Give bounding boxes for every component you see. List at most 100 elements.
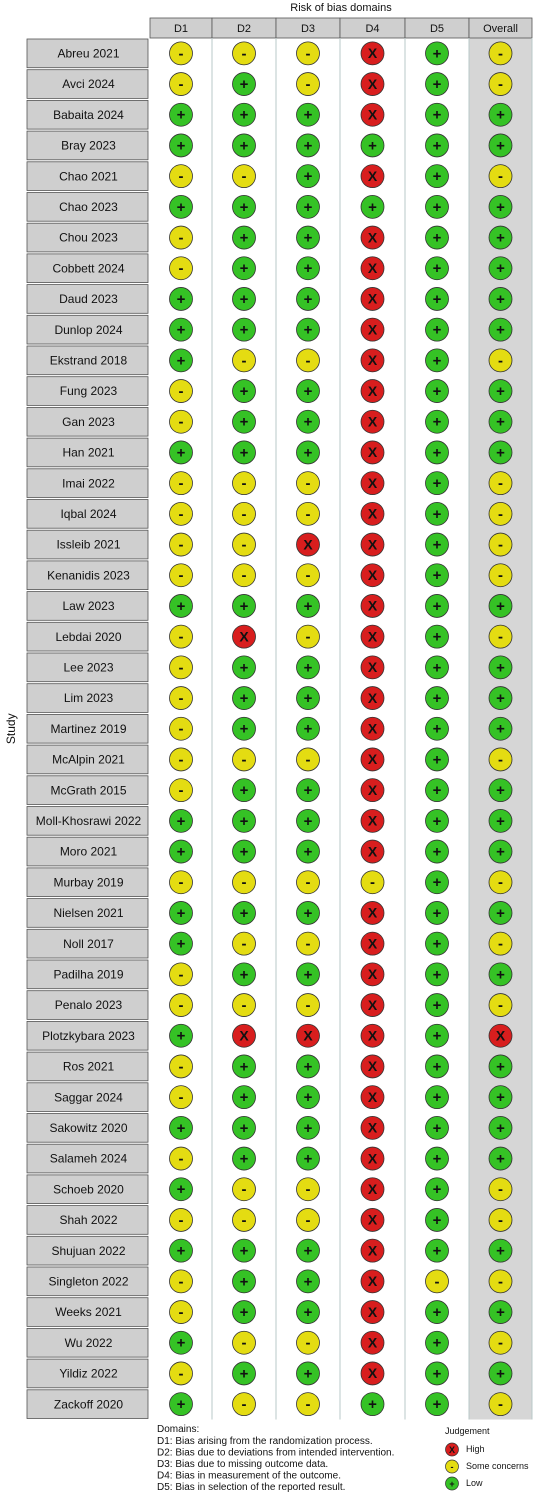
judgement-symbol: + — [177, 107, 186, 124]
judgement-symbol: - — [179, 475, 184, 492]
judgement-symbol: - — [242, 874, 247, 891]
judgement-symbol: - — [498, 874, 503, 891]
judgement-marker — [296, 1238, 320, 1263]
judgement-symbol: + — [496, 1089, 505, 1106]
judgement-marker — [296, 409, 320, 434]
judgement-marker — [296, 716, 320, 741]
judgement-symbol: - — [179, 45, 184, 62]
judgement-marker — [488, 1177, 513, 1202]
judgement-marker — [488, 133, 513, 158]
study-name: Saggar 2024 — [54, 1090, 123, 1104]
judgement-symbol: - — [498, 352, 503, 369]
judgement-symbol: - — [242, 1396, 247, 1413]
judgement-marker — [425, 532, 449, 557]
study-cell — [26, 468, 149, 498]
study-name: Babaita 2024 — [53, 108, 124, 122]
judgement-marker — [296, 901, 320, 925]
judgement-symbol: X — [303, 1027, 313, 1043]
study-name: Wu 2022 — [65, 1336, 113, 1350]
judgement-marker — [296, 1330, 320, 1355]
judgement-marker — [232, 41, 256, 66]
judgement-marker — [425, 993, 449, 1017]
study-name: Gan 2023 — [62, 415, 115, 429]
judgement-symbol: + — [177, 1120, 186, 1137]
domain-description: D2: Bias due to deviations from intended… — [157, 1448, 394, 1459]
judgement-marker — [488, 747, 513, 772]
study-cell — [26, 959, 149, 990]
judgement-symbol: - — [179, 997, 184, 1014]
study-name: Kenanidis 2023 — [47, 568, 130, 582]
judgement-symbol: + — [496, 659, 505, 676]
judgement-symbol: - — [498, 506, 503, 523]
judgement-marker — [232, 993, 256, 1017]
judgement-marker — [296, 1177, 320, 1202]
judgement-marker — [425, 72, 449, 96]
judgement-symbol: + — [240, 76, 249, 93]
judgement-marker — [425, 655, 449, 680]
judgement-symbol: - — [179, 76, 184, 93]
judgement-symbol: - — [179, 1151, 184, 1168]
judgement-symbol: + — [496, 322, 505, 339]
judgement-marker — [425, 440, 449, 465]
judgement-symbol: X — [303, 536, 313, 552]
study-cell — [26, 1113, 149, 1143]
judgement-symbol: + — [240, 444, 249, 461]
judgement-symbol: + — [304, 291, 313, 308]
judgement-marker — [232, 532, 256, 557]
judgement-marker — [360, 870, 385, 895]
judgement-marker — [296, 1361, 320, 1386]
judgement-symbol: X — [368, 45, 378, 61]
judgement-marker — [169, 1269, 193, 1294]
judgement-marker — [296, 133, 320, 158]
judgement-marker — [169, 72, 193, 96]
judgement-symbol: X — [496, 1027, 506, 1043]
study-name: Shujuan 2022 — [51, 1244, 125, 1258]
judgement-symbol: + — [240, 782, 249, 799]
judgement-symbol: + — [433, 690, 442, 707]
judgement-marker — [296, 41, 320, 66]
judgement-marker — [169, 808, 193, 833]
judgement-symbol: X — [368, 1212, 378, 1228]
judgement-marker — [296, 287, 320, 311]
judgement-symbol: + — [368, 1396, 377, 1413]
judgement-marker — [488, 1085, 513, 1110]
legend-label: Low — [466, 1478, 483, 1488]
judgement-marker — [425, 1330, 449, 1355]
judgement-marker — [232, 655, 256, 680]
judgement-symbol: - — [498, 567, 503, 584]
judgement-symbol: - — [306, 1396, 311, 1413]
judgement-symbol: - — [179, 537, 184, 554]
judgement-marker — [232, 901, 256, 925]
judgement-marker — [360, 1208, 385, 1232]
judgement-symbol: + — [433, 1120, 442, 1137]
judgement-marker — [232, 594, 256, 618]
judgement-marker — [232, 1330, 256, 1355]
judgement-symbol: + — [240, 1151, 249, 1168]
judgement-symbol: - — [498, 997, 503, 1014]
study-cell — [26, 683, 149, 713]
study-name: Avci 2024 — [62, 77, 115, 91]
study-name: Han 2021 — [62, 446, 114, 460]
study-name: Shah 2022 — [59, 1213, 117, 1227]
judgement-symbol: + — [304, 107, 313, 124]
legend-title: Judgement — [445, 1426, 490, 1436]
judgement-marker — [425, 747, 449, 772]
judgement-symbol: + — [177, 1181, 186, 1198]
judgement-marker — [296, 532, 320, 557]
study-name: Chao 2023 — [59, 200, 118, 214]
judgement-marker — [425, 1115, 449, 1140]
judgement-symbol: X — [368, 1273, 378, 1289]
judgement-marker — [232, 72, 256, 96]
judgement-marker — [232, 870, 256, 895]
judgement-symbol: - — [306, 352, 311, 369]
judgement-marker — [425, 839, 449, 864]
judgement-symbol: + — [433, 844, 442, 861]
judgement-marker — [360, 133, 385, 158]
judgement-marker — [360, 962, 385, 987]
judgement-marker — [169, 624, 193, 649]
judgement-marker — [360, 41, 385, 66]
judgement-symbol: + — [304, 966, 313, 983]
judgement-symbol: + — [304, 844, 313, 861]
judgement-marker — [488, 1208, 513, 1232]
judgement-symbol: + — [433, 1396, 442, 1413]
